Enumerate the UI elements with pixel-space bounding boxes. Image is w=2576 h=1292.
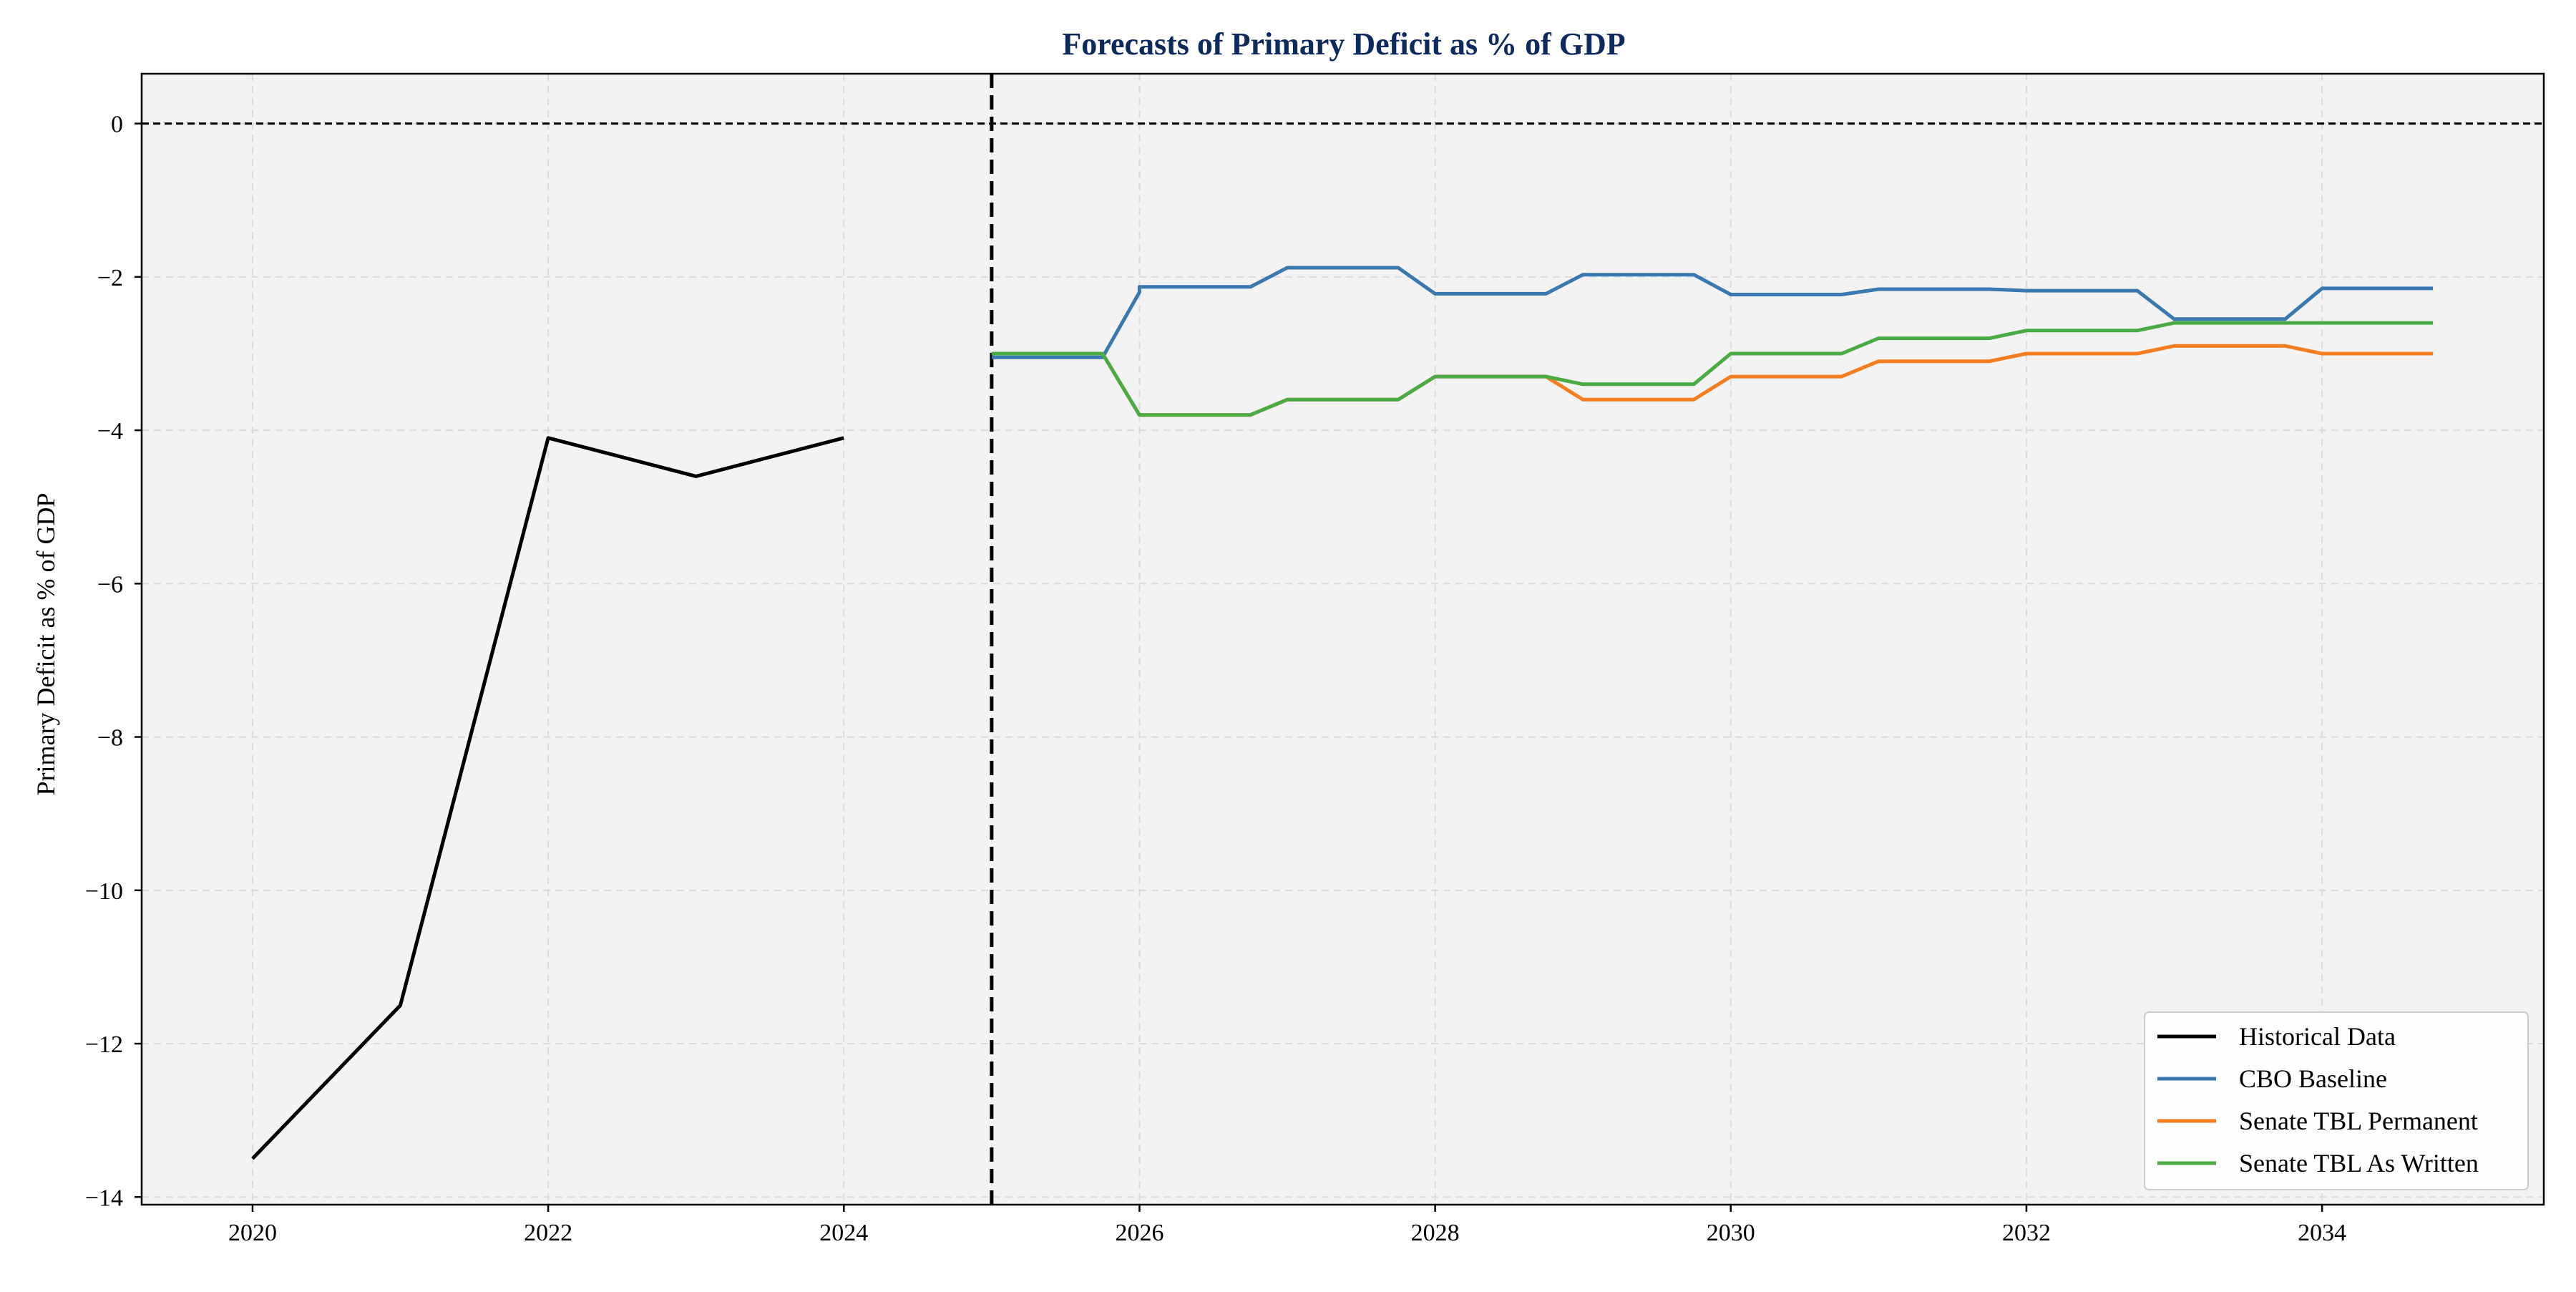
x-tick-label: 2020 <box>228 1220 277 1246</box>
axes-frame <box>140 72 2545 1206</box>
series-line-senate-tbl-as-written <box>991 321 2434 417</box>
y-tick-label: −8 <box>97 725 123 752</box>
x-tick-label: 2026 <box>1115 1220 1163 1246</box>
plot-background <box>142 74 2544 1205</box>
y-axis-label: Primary Deficit as % of GDP <box>31 493 60 796</box>
y-tick-label: −4 <box>97 418 123 445</box>
x-tick-label: 2030 <box>1707 1220 1755 1246</box>
plot-area: 2020 2022 2024 2026 2028 2030 2032 2034 0 −2 −4 −6 −… <box>85 72 2545 1246</box>
legend-label-cbo-baseline: CBO Baseline <box>2239 1064 2387 1093</box>
x-tick-label: 2034 <box>2298 1220 2346 1246</box>
x-tick-label: 2022 <box>524 1220 572 1246</box>
y-tick-label: −10 <box>85 878 123 905</box>
series-line-historical-data <box>251 436 844 1160</box>
series-line-cbo-baseline <box>991 266 2434 359</box>
legend-box <box>2144 1011 2529 1190</box>
legend-label-senate-tbl-as-written: Senate TBL As Written <box>2239 1149 2479 1177</box>
x-tick-label: 2032 <box>2002 1220 2051 1246</box>
chart-title: Forecasts of Primary Deficit as % of GDP <box>1062 26 1625 62</box>
legend-label-senate-tbl-permanent: Senate TBL Permanent <box>2239 1107 2478 1135</box>
y-tick-label: −2 <box>97 265 123 291</box>
x-tick-label: 2028 <box>1411 1220 1460 1246</box>
y-tick-label: −12 <box>85 1031 123 1058</box>
y-tick-label: −6 <box>97 571 123 598</box>
legend-label-historical-data: Historical Data <box>2239 1022 2396 1051</box>
y-tick-label: 0 <box>111 112 123 138</box>
y-tick-label: −14 <box>85 1185 123 1211</box>
x-tick-label: 2024 <box>819 1220 868 1246</box>
